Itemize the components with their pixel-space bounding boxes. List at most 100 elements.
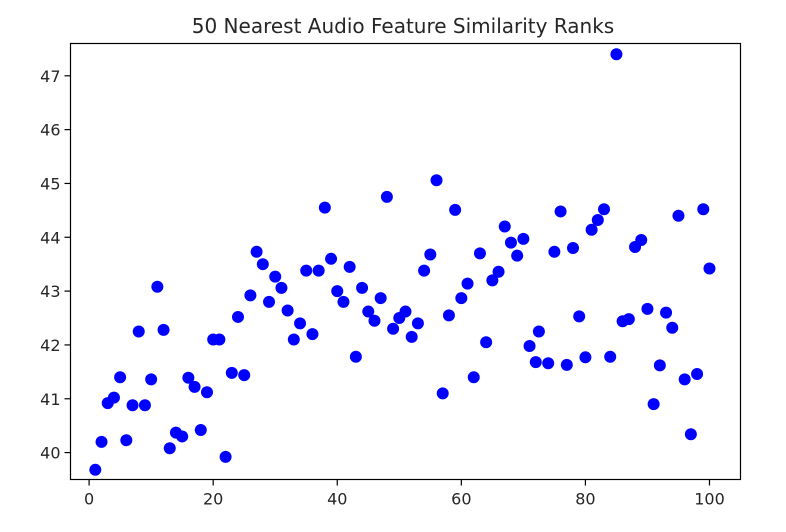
data-point [678, 373, 691, 386]
y-tick-label: 40 [40, 444, 60, 463]
data-point [405, 330, 418, 343]
data-point [430, 174, 443, 187]
data-point [374, 292, 387, 305]
data-point [318, 201, 331, 214]
data-point [647, 398, 660, 411]
data-point [660, 306, 673, 319]
data-point [591, 214, 604, 227]
data-point [684, 428, 697, 441]
data-point [622, 313, 635, 326]
data-point [492, 265, 505, 278]
y-tick-label: 42 [40, 336, 60, 355]
x-tick-label: 100 [694, 490, 725, 509]
data-point [225, 366, 238, 379]
data-point [529, 356, 542, 369]
data-point [610, 48, 623, 61]
data-point [368, 314, 381, 327]
data-point [306, 328, 319, 341]
data-point [703, 262, 716, 275]
data-point [480, 336, 493, 349]
data-point [275, 281, 288, 294]
data-point [157, 323, 170, 336]
data-point [548, 245, 561, 258]
data-point [89, 463, 102, 476]
data-point [176, 430, 189, 443]
data-point [517, 232, 530, 245]
data-point [95, 435, 108, 448]
data-point [120, 434, 133, 447]
data-point [244, 289, 257, 302]
data-point [598, 203, 611, 216]
data-point [362, 305, 375, 318]
data-point [641, 302, 654, 315]
data-point [200, 386, 213, 399]
data-point [250, 245, 263, 258]
data-point [380, 190, 393, 203]
data-point [151, 280, 164, 293]
data-point [356, 281, 369, 294]
data-point [691, 368, 704, 380]
data-point [387, 322, 400, 335]
data-point [343, 260, 356, 273]
data-point [238, 369, 251, 382]
y-tick-label: 47 [40, 67, 60, 86]
data-point [573, 310, 586, 323]
data-point [635, 233, 648, 246]
chart-title: 50 Nearest Audio Feature Similarity Rank… [192, 14, 614, 38]
data-point [287, 333, 300, 346]
x-axis: 0 20 40 60 80 100 [84, 479, 725, 509]
data-point [213, 333, 226, 346]
data-point [436, 387, 449, 400]
data-point [461, 277, 474, 290]
data-point [418, 264, 431, 277]
data-point [504, 236, 517, 249]
data-point [567, 242, 579, 255]
data-point [281, 304, 294, 317]
y-tick-label: 45 [40, 174, 60, 193]
data-point [473, 247, 486, 260]
data-point [331, 285, 344, 298]
data-point [300, 264, 313, 277]
data-point [604, 350, 617, 363]
data-point [188, 380, 201, 393]
x-tick-label: 60 [451, 490, 471, 509]
data-point [442, 309, 455, 322]
plot-area-frame [69, 42, 742, 481]
data-point [579, 351, 592, 364]
data-point [455, 292, 468, 305]
x-tick-label: 40 [327, 490, 347, 509]
data-point [132, 325, 145, 338]
y-tick-label: 43 [40, 282, 60, 301]
data-point [145, 373, 158, 386]
data-point [653, 359, 666, 372]
data-point [666, 321, 679, 334]
data-point [256, 258, 269, 271]
x-tick-label: 80 [575, 490, 595, 509]
data-point [219, 450, 232, 463]
data-point [269, 270, 282, 283]
data-point [560, 358, 573, 371]
data-point [532, 325, 545, 338]
data-point [138, 399, 151, 412]
data-point [163, 442, 176, 455]
data-point [697, 203, 710, 216]
plot-marks [89, 48, 716, 476]
data-point [194, 423, 207, 436]
y-tick-label: 46 [40, 121, 60, 140]
data-point [486, 274, 499, 287]
data-point [523, 340, 536, 353]
data-point [554, 205, 567, 218]
data-point [126, 399, 139, 412]
data-point [263, 295, 276, 308]
y-tick-label: 44 [40, 228, 60, 247]
data-point [232, 310, 244, 323]
data-point [325, 252, 338, 265]
data-point [467, 371, 480, 384]
data-point [349, 350, 362, 363]
data-point [114, 371, 127, 384]
data-point [511, 249, 524, 262]
data-point [542, 357, 555, 370]
data-point [498, 220, 511, 233]
y-tick-label: 41 [40, 390, 60, 409]
